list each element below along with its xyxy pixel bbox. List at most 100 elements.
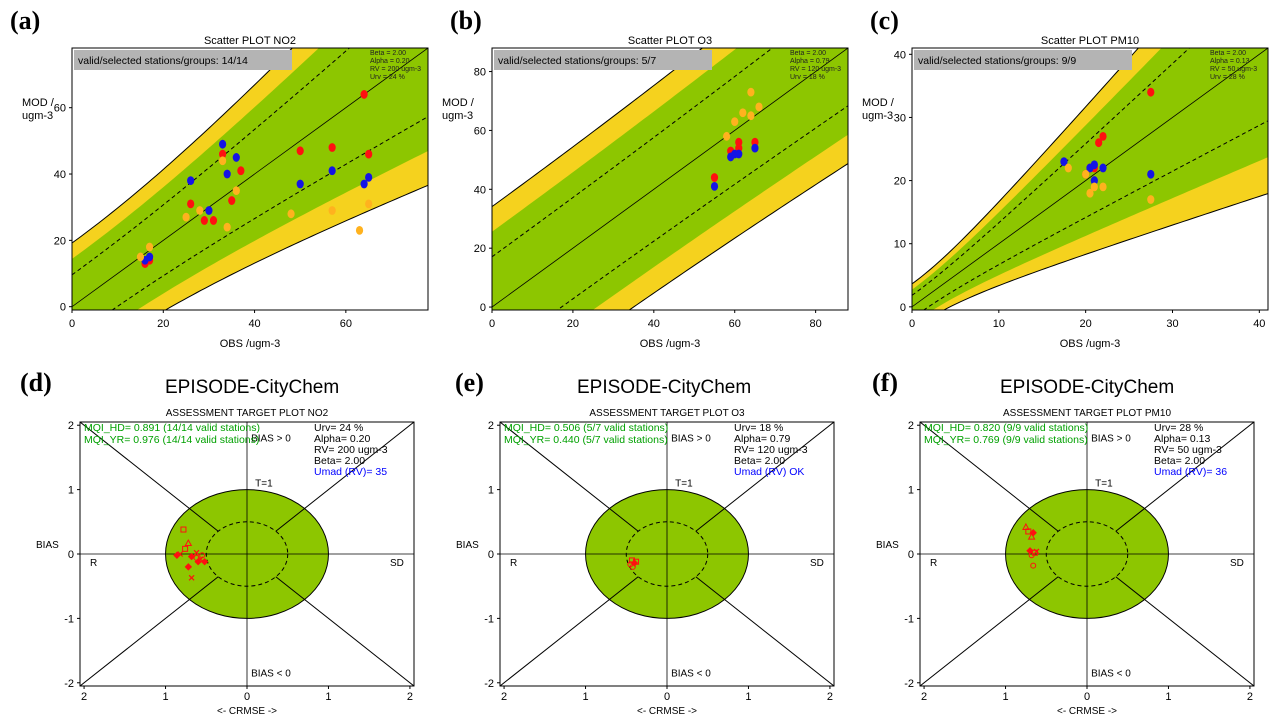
data-point-blue [360, 179, 368, 189]
panel-label-c: (c) [870, 6, 899, 35]
x-tick-label: 0 [909, 318, 915, 330]
target-suptitle-d: EPISODE-CityChem [165, 377, 340, 398]
y-tick-label: 60 [474, 125, 486, 137]
legend-text: valid/selected stations/groups: 9/9 [918, 55, 1076, 67]
legend-box [74, 50, 292, 70]
data-point-orange [145, 242, 154, 252]
y-tick-label: 20 [54, 235, 66, 247]
data-point-red [710, 173, 719, 182]
diagonal-line [275, 422, 414, 532]
data-point-orange [1086, 188, 1094, 198]
x-tick-label: 2 [827, 691, 833, 703]
x-axis-label: OBS /ugm-3 [1060, 338, 1121, 350]
info-text: Alpha= 0.79 [734, 433, 791, 445]
panel-label-a: (a) [10, 6, 41, 35]
target-plot-o3: BIAS > 0 BIAS < 0 T=1 R SD MQI_HD= 0.506 (5/7… [456, 408, 835, 716]
data-point-orange [755, 102, 763, 112]
outer-limit-upper [72, 48, 294, 244]
y-tick-label: -2 [904, 678, 914, 690]
diagonal-line [920, 576, 1059, 686]
y-tick-label: 2 [68, 420, 74, 432]
x-tick-label: 10 [993, 318, 1005, 330]
y-tick-label: 40 [54, 169, 66, 181]
data-point-red [360, 90, 368, 99]
param-text: Beta = 2.00 [1210, 50, 1246, 57]
outer-limit-lower [164, 184, 428, 310]
x-tick-label: 40 [1253, 318, 1265, 330]
mqi-text: MQI_YR= 0.976 (14/14 valid stations) [84, 434, 259, 446]
chart-title: ASSESSMENT TARGET PLOT O3 [589, 408, 745, 419]
info-text: RV= 200 ugm-3 [314, 444, 388, 456]
data-point-orange [747, 111, 755, 121]
y-tick-label: 1 [908, 485, 914, 497]
param-text: Urv = 24 % [370, 74, 405, 81]
x-tick-label: 0 [489, 318, 495, 330]
data-point-orange [232, 186, 240, 196]
y-tick-label: -2 [484, 678, 494, 690]
data-point-blue [187, 176, 195, 186]
diagonal-line [695, 422, 834, 532]
panel-label-e: (e) [455, 368, 484, 397]
x-tick-label: 80 [810, 318, 822, 330]
target-point [188, 574, 195, 581]
y-tick-label: 30 [894, 112, 906, 124]
data-point-orange [1064, 163, 1072, 173]
bias-positive-label: BIAS > 0 [251, 433, 291, 444]
y-tick-label: 0 [908, 549, 914, 561]
t1-label: T=1 [255, 478, 273, 489]
one-to-one-line [72, 48, 428, 308]
bias-negative-label: BIAS < 0 [251, 668, 291, 679]
target-suptitle-e: EPISODE-CityChem [577, 377, 752, 398]
data-point-blue [1147, 169, 1155, 179]
x-tick-label: 40 [248, 318, 260, 330]
data-point-red [237, 166, 245, 176]
x-tick-label: 2 [501, 691, 507, 703]
y-tick-label: 60 [54, 103, 66, 115]
outer-limit-lower [628, 163, 848, 310]
diagonal-line [1115, 422, 1254, 532]
y-axis-label: BIAS [36, 540, 59, 551]
data-point-blue [365, 172, 373, 182]
target-suptitle-f: EPISODE-CityChem [1000, 377, 1175, 398]
mqi-text: MQI_HD= 0.506 (5/7 valid stations) [504, 422, 668, 434]
x-tick-label: 40 [648, 318, 660, 330]
target-point [1028, 552, 1035, 559]
target-point [1029, 529, 1037, 537]
dashed-limit-lower [556, 105, 848, 310]
x-axis-label: OBS /ugm-3 [220, 338, 281, 350]
param-text: Beta = 2.00 [790, 50, 826, 57]
y-axis-label: MOD / [862, 97, 895, 109]
target-point [193, 549, 200, 556]
diagonal-line [920, 422, 1059, 532]
info-text: Beta= 2.00 [734, 455, 785, 467]
data-point-red [328, 143, 336, 152]
y-axis-label: BIAS [876, 540, 899, 551]
scatter-plot-pm10: valid/selected stations/groups: 9/9 Beta … [862, 35, 1269, 350]
data-point-orange [136, 252, 145, 262]
info-text: Urv= 28 % [1154, 422, 1203, 434]
param-text: Alpha = 0.20 [370, 58, 410, 65]
x-axis-label: OBS /ugm-3 [640, 338, 701, 350]
target-point [1022, 522, 1030, 530]
y-axis-label: ugm-3 [22, 110, 53, 122]
data-point-orange [355, 226, 364, 235]
info-text: Beta= 2.00 [1154, 455, 1205, 467]
diagonal-line [500, 422, 639, 532]
sd-label: SD [1230, 558, 1244, 569]
r-label: R [930, 558, 937, 569]
x-tick-label: 1 [325, 691, 331, 703]
y-axis-label: MOD / [442, 97, 475, 109]
chart-title: ASSESSMENT TARGET PLOT NO2 [166, 408, 329, 419]
diagonal-line [1115, 576, 1254, 686]
legend-text: valid/selected stations/groups: 14/14 [78, 55, 248, 67]
chart-title: Scatter PLOT NO2 [204, 35, 296, 47]
x-tick-label: 1 [582, 691, 588, 703]
data-point-orange [196, 206, 204, 215]
outer-limit-upper [492, 48, 704, 207]
diagonal-line [500, 576, 639, 686]
x-tick-label: 1 [162, 691, 168, 703]
legend-box [494, 50, 712, 70]
data-point-red [1095, 138, 1103, 148]
y-axis-label: BIAS [456, 540, 479, 551]
mqi-text: MQI_HD= 0.820 (9/9 valid stations) [924, 422, 1088, 434]
